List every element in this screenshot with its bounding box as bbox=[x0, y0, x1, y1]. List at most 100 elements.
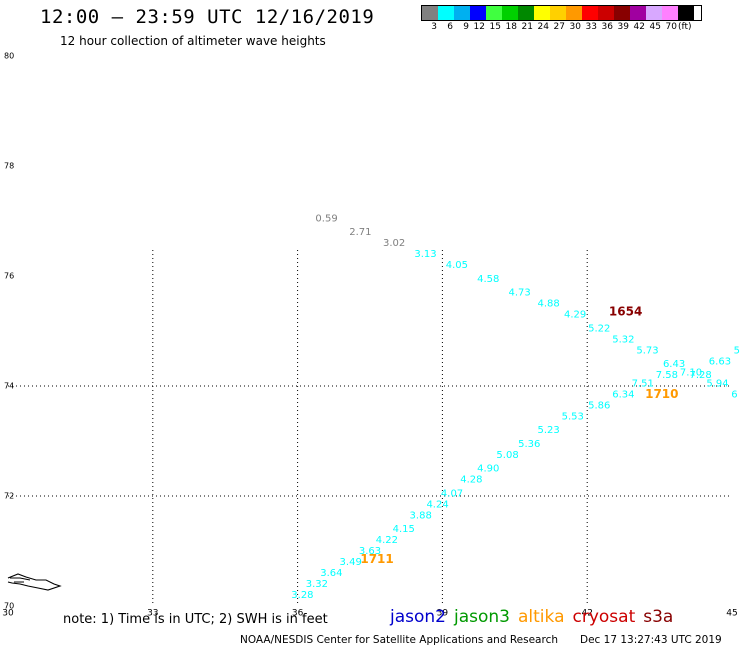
color-swatch bbox=[566, 6, 582, 20]
data-point-label: 5.36 bbox=[518, 439, 540, 450]
data-point-label: 4.22 bbox=[376, 535, 398, 546]
data-point-label: 2.71 bbox=[349, 227, 371, 238]
color-scale-unit: (ft) bbox=[678, 22, 692, 32]
pass-time-annotation: 1710 bbox=[645, 387, 678, 401]
color-swatch bbox=[518, 6, 534, 20]
color-scale-legend: 3 6 9 12 15 18 21 24 27 30 33 36 39 42 45 70 (ft) bbox=[421, 5, 702, 32]
pass-time-annotation: 1711 bbox=[360, 552, 393, 566]
color-swatch bbox=[646, 6, 662, 20]
data-point-label: 4.58 bbox=[477, 274, 499, 285]
data-point-label: 3.32 bbox=[306, 579, 328, 590]
color-scale-label: 21 bbox=[521, 22, 533, 32]
data-point-label: 7.10 bbox=[680, 367, 702, 378]
color-swatch bbox=[502, 6, 518, 20]
footer-timestamp: Dec 17 13:27:43 UTC 2019 bbox=[580, 634, 722, 646]
color-swatch bbox=[486, 6, 502, 20]
legend-item-jason3: jason3 bbox=[454, 607, 510, 627]
y-tick-label: 70 bbox=[4, 602, 14, 611]
pass-time-annotation: 1654 bbox=[609, 304, 642, 318]
data-point-label: 3.64 bbox=[320, 568, 342, 579]
color-scale-label: 27 bbox=[553, 22, 565, 32]
legend-item-jason2: jason2 bbox=[390, 607, 446, 627]
color-scale-label: 70 bbox=[665, 22, 677, 32]
color-swatch bbox=[454, 6, 470, 20]
color-scale-labels: 3 6 9 12 15 18 21 24 27 30 33 36 39 42 45 70 (ft) bbox=[421, 22, 702, 32]
color-scale-label: 30 bbox=[569, 22, 581, 32]
data-point-label: 3.88 bbox=[410, 510, 432, 521]
color-scale-label: 39 bbox=[617, 22, 629, 32]
color-scale-label: 36 bbox=[601, 22, 613, 32]
satellite-legend: jason2 jason3 altika cryosat s3a bbox=[390, 607, 681, 627]
data-point-label: 3.02 bbox=[383, 238, 405, 249]
color-swatch bbox=[438, 6, 454, 20]
data-point-label: 3.13 bbox=[414, 249, 436, 260]
data-point-label: 6.34 bbox=[612, 389, 634, 400]
data-point-label: 0.59 bbox=[315, 213, 337, 224]
x-tick-label: 33 bbox=[147, 609, 158, 619]
data-point-label: 4.29 bbox=[564, 310, 586, 321]
data-point-label: 7.58 bbox=[656, 370, 678, 381]
coastline bbox=[7, 573, 62, 591]
data-point-label: 7.28 bbox=[689, 370, 711, 381]
data-point-label: 5.08 bbox=[496, 450, 518, 461]
color-scale-label: 6 bbox=[447, 22, 453, 32]
data-point-label: 6.43 bbox=[663, 359, 685, 370]
data-point-label: 5.53 bbox=[562, 411, 584, 422]
data-point-label: 4.73 bbox=[508, 288, 530, 299]
x-tick-label: 45 bbox=[726, 609, 737, 619]
data-point-label: 4.90 bbox=[477, 464, 499, 475]
data-point-label: 4.24 bbox=[426, 499, 448, 510]
x-tick-label: 36 bbox=[292, 609, 304, 619]
x-tick-label: 42 bbox=[581, 609, 592, 619]
data-point-label: 4.28 bbox=[460, 475, 482, 486]
color-swatch bbox=[534, 6, 550, 20]
data-point-label: 4.05 bbox=[446, 260, 468, 271]
x-tick-label: 39 bbox=[437, 609, 449, 619]
legend-item-cryosat: cryosat bbox=[572, 607, 636, 627]
data-point-label: 5.32 bbox=[612, 334, 634, 345]
y-tick-label: 72 bbox=[4, 492, 14, 501]
data-point-label: 6.63 bbox=[709, 356, 731, 367]
legend-item-s3a: s3a bbox=[643, 607, 674, 627]
data-point-label: 3.49 bbox=[340, 557, 362, 568]
color-scale-label: 42 bbox=[633, 22, 645, 32]
color-scale-swatches bbox=[421, 5, 702, 21]
data-point-label: 7.51 bbox=[632, 378, 654, 389]
color-swatch bbox=[662, 6, 678, 20]
color-scale-label: 3 bbox=[431, 22, 437, 32]
color-scale-label: 33 bbox=[585, 22, 597, 32]
y-tick-label: 80 bbox=[4, 52, 14, 61]
data-point-label: 5.86 bbox=[588, 400, 610, 411]
data-point-label: 4.88 bbox=[537, 299, 559, 310]
footer-note: note: 1) Time is in UTC; 2) SWH is in fe… bbox=[63, 612, 328, 627]
color-swatch bbox=[630, 6, 646, 20]
color-scale-label: 24 bbox=[537, 22, 549, 32]
color-swatch bbox=[614, 6, 630, 20]
footer-credit: NOAA/NESDIS Center for Satellite Applica… bbox=[240, 634, 558, 646]
x-tick-label: 30 bbox=[2, 609, 14, 619]
data-point-label: 5.94 bbox=[706, 378, 728, 389]
chart-title: 12:00 – 23:59 UTC 12/16/2019 bbox=[40, 6, 375, 28]
y-tick-label: 78 bbox=[4, 162, 14, 171]
data-point-label: 5 bbox=[734, 345, 740, 356]
y-tick-label: 74 bbox=[4, 382, 14, 391]
data-point-label: 5.22 bbox=[588, 323, 610, 334]
data-point-label: 4.15 bbox=[393, 524, 415, 535]
color-scale-label: 12 bbox=[473, 22, 485, 32]
color-swatch bbox=[582, 6, 598, 20]
color-swatch bbox=[470, 6, 486, 20]
data-point-label: 5.23 bbox=[537, 425, 559, 436]
data-point-label: 3.28 bbox=[291, 590, 313, 601]
data-point-label: 4.07 bbox=[441, 488, 463, 499]
color-scale-label: 15 bbox=[489, 22, 501, 32]
legend-item-altika: altika bbox=[518, 607, 565, 627]
data-point-label: 5.73 bbox=[636, 345, 658, 356]
color-swatch bbox=[598, 6, 614, 20]
color-swatch bbox=[550, 6, 566, 20]
color-swatch bbox=[678, 6, 694, 20]
chart-subtitle: 12 hour collection of altimeter wave hei… bbox=[60, 34, 326, 48]
color-scale-label: 45 bbox=[649, 22, 661, 32]
y-tick-label: 76 bbox=[4, 272, 14, 281]
color-scale-label: 9 bbox=[463, 22, 469, 32]
